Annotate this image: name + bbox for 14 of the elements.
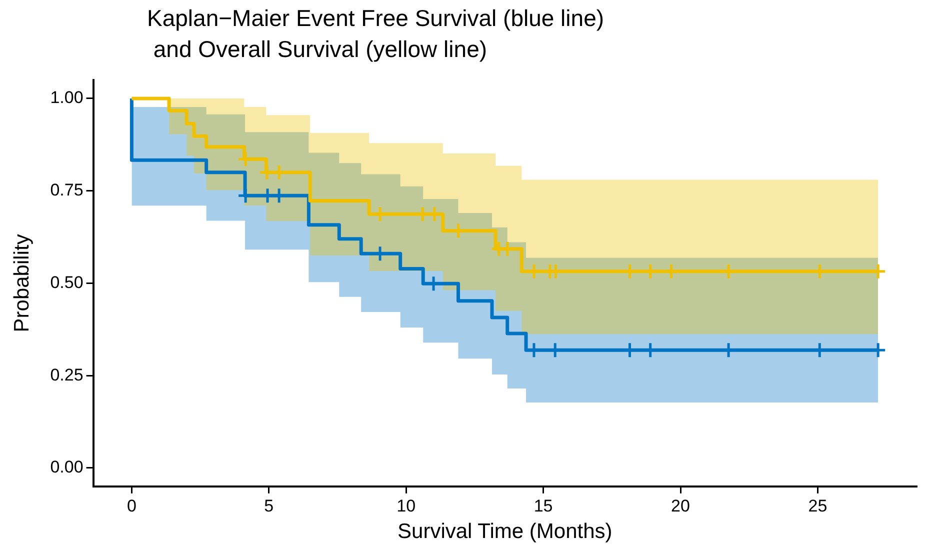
x-tick-label: 20 — [671, 496, 690, 516]
y-tick-label: 0.00 — [50, 458, 84, 477]
y-tick-label: 0.75 — [50, 180, 84, 200]
x-tick-label: 10 — [396, 496, 416, 516]
x-tick-label: 5 — [264, 496, 274, 516]
x-tick-label: 15 — [534, 496, 553, 516]
y-tick-label: 1.00 — [50, 88, 84, 108]
x-tick-label: 0 — [126, 496, 136, 516]
y-tick-label: 0.50 — [50, 272, 84, 292]
y-axis-title: Probability — [10, 234, 34, 332]
x-axis-title: Survival Time (Months) — [398, 520, 612, 544]
x-tick-label: 25 — [808, 496, 828, 516]
chart-title: Kaplan−Maier Event Free Survival (blue line) and Overall Survival (yellow line) — [147, 4, 604, 62]
y-tick-label: 0.25 — [50, 365, 84, 384]
